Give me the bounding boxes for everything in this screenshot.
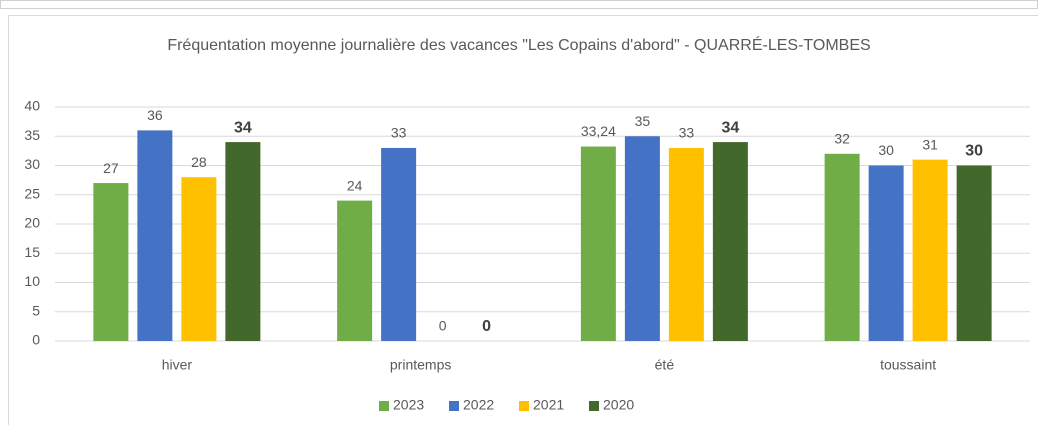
y-tick-label: 5: [32, 302, 40, 318]
data-label: 33: [391, 125, 407, 141]
y-tick-label: 20: [24, 215, 40, 231]
data-label: 30: [878, 142, 894, 158]
legend-label: 2021: [533, 397, 564, 413]
bar: [580, 146, 616, 341]
data-label: 34: [721, 119, 739, 136]
data-label: 35: [635, 113, 651, 129]
y-tick-label: 0: [32, 332, 40, 348]
legend-label: 2022: [463, 397, 494, 413]
data-label: 30: [965, 143, 983, 160]
y-tick-label: 25: [24, 185, 40, 201]
data-label: 0: [439, 318, 447, 334]
bar: [93, 183, 129, 341]
legend-swatch: [519, 401, 529, 411]
bar: [381, 147, 417, 341]
y-tick-label: 35: [24, 127, 40, 143]
data-label: 32: [834, 131, 850, 147]
x-tick-label: été: [655, 357, 675, 373]
data-label: 33: [679, 125, 695, 141]
chart-frame: [8, 15, 1038, 425]
data-label: 0: [482, 318, 491, 335]
data-label: 28: [191, 154, 207, 170]
legend-swatch: [379, 401, 389, 411]
legend-label: 2023: [393, 397, 424, 413]
bar: [712, 142, 748, 341]
data-label: 24: [347, 177, 363, 193]
top-strip: [0, 0, 1038, 9]
data-label: 27: [103, 160, 119, 176]
data-label: 31: [922, 136, 938, 152]
data-label: 36: [147, 107, 163, 123]
bar: [137, 130, 173, 341]
legend-swatch: [449, 401, 459, 411]
data-label: 33,24: [581, 123, 616, 139]
x-tick-label: printemps: [390, 357, 451, 373]
legend-swatch: [589, 401, 599, 411]
bar: [337, 200, 373, 341]
legend-label: 2020: [603, 397, 634, 413]
bar: [868, 165, 904, 341]
data-label: 34: [234, 119, 252, 136]
x-tick-label: toussaint: [880, 357, 936, 373]
bar: [912, 159, 948, 341]
bar: [668, 147, 704, 341]
y-tick-label: 10: [24, 273, 40, 289]
bar: [956, 165, 992, 341]
y-tick-label: 30: [24, 156, 40, 172]
chart-title: Fréquentation moyenne journalière des va…: [167, 37, 871, 54]
x-tick-label: hiver: [162, 357, 193, 373]
bar: [225, 142, 261, 341]
y-tick-label: 40: [24, 98, 40, 114]
y-tick-label: 15: [24, 244, 40, 260]
bar: [181, 177, 217, 341]
bar: [624, 136, 660, 341]
bar: [824, 153, 860, 341]
